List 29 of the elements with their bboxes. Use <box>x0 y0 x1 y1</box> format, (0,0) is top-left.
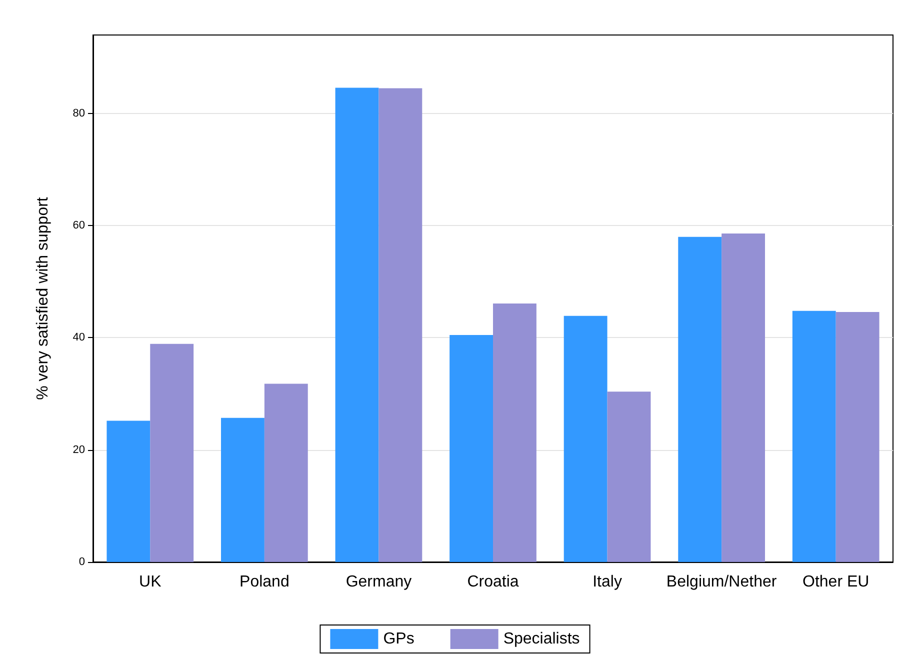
x-tick-label: Poland <box>240 574 290 590</box>
bar <box>836 312 880 562</box>
bar <box>607 392 651 562</box>
bar <box>678 236 722 562</box>
x-tick-label: Belgium/Nether <box>666 574 778 590</box>
y-tick-label: 80 <box>72 107 85 120</box>
bar <box>221 418 264 562</box>
y-tick-label: 60 <box>72 220 85 232</box>
bar <box>106 420 150 562</box>
x-tick-label: Croatia <box>467 574 519 590</box>
x-tick-label: Italy <box>592 574 622 590</box>
x-tick-label: UK <box>139 574 162 590</box>
y-tick-label: 20 <box>72 444 85 456</box>
y-tick-label: 0 <box>78 556 85 568</box>
legend-label: Specialists <box>503 630 580 648</box>
bar <box>792 310 836 562</box>
bar <box>493 304 536 562</box>
bar <box>722 233 765 562</box>
x-tick-label: Germany <box>346 574 412 590</box>
bar <box>378 88 422 562</box>
bar <box>564 316 608 562</box>
bar <box>264 384 308 562</box>
y-axis-title: % very satisfied with support <box>34 196 52 400</box>
bar <box>450 334 493 562</box>
legend-label: GPs <box>383 630 414 648</box>
bar <box>150 344 194 562</box>
x-tick-label: Other EU <box>802 574 870 590</box>
y-tick-label: 40 <box>72 332 85 344</box>
bar <box>335 88 379 562</box>
